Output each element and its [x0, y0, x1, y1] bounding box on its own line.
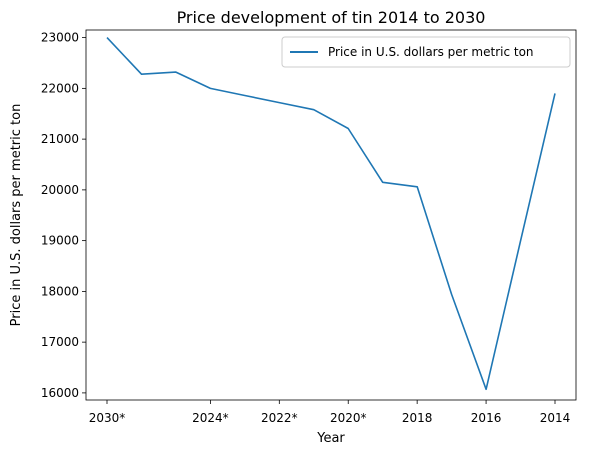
chart-title: Price development of tin 2014 to 2030	[177, 8, 486, 27]
y-tick-label: 23000	[41, 31, 79, 45]
y-tick-label: 17000	[41, 335, 79, 349]
y-tick-label: 18000	[41, 284, 79, 298]
legend: Price in U.S. dollars per metric ton	[281, 36, 571, 68]
x-tick-label: 2018	[402, 411, 433, 425]
y-tick-label: 16000	[41, 386, 79, 400]
x-tick-label: 2020*	[330, 411, 367, 425]
y-axis: 16000 17000 18000 19000 20000 21000 22000 23000	[41, 31, 86, 400]
plot-area	[85, 29, 577, 401]
series-line	[106, 37, 556, 391]
y-tick-label: 19000	[41, 234, 79, 248]
y-axis-label: Price in U.S. dollars per metric ton	[9, 104, 24, 327]
legend-box	[281, 36, 571, 68]
x-tick-label: 2022*	[261, 411, 298, 425]
x-tick-label: 2024*	[192, 411, 229, 425]
x-tick-label: 2030*	[89, 411, 126, 425]
y-tick-label: 20000	[41, 183, 79, 197]
y-tick-label: 21000	[41, 132, 79, 146]
y-tick-label: 22000	[41, 81, 79, 95]
series-lines	[106, 37, 556, 391]
x-axis: 2030* 2024* 2022* 2020* 2018 2016 2014	[89, 400, 571, 425]
x-axis-label: Year	[316, 431, 345, 446]
x-tick-label: 2016	[471, 411, 502, 425]
x-tick-label: 2014	[540, 411, 571, 425]
legend-label: Price in U.S. dollars per metric ton	[328, 45, 534, 59]
